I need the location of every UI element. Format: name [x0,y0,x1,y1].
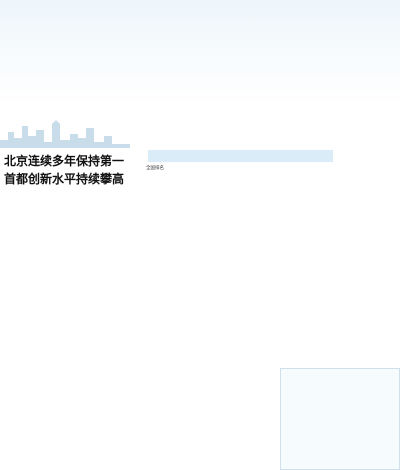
capital-chart-wrap [280,150,400,470]
ranking-title [148,150,333,162]
city-ranking-panel: 全国排名 [144,150,339,466]
col-rank-header: 全国排名 [146,166,164,171]
left-article: 北京连续多年保持第一 首都创新水平持续攀高 [4,150,140,466]
headline-1: 北京连续多年保持第一 [4,154,125,168]
capital-chart-box [280,368,400,470]
headline-2: 首都创新水平持续攀高 [4,172,125,186]
top-arc-section [0,0,400,150]
capital-index-chart [280,386,398,446]
city-skyline-icon [0,120,130,148]
